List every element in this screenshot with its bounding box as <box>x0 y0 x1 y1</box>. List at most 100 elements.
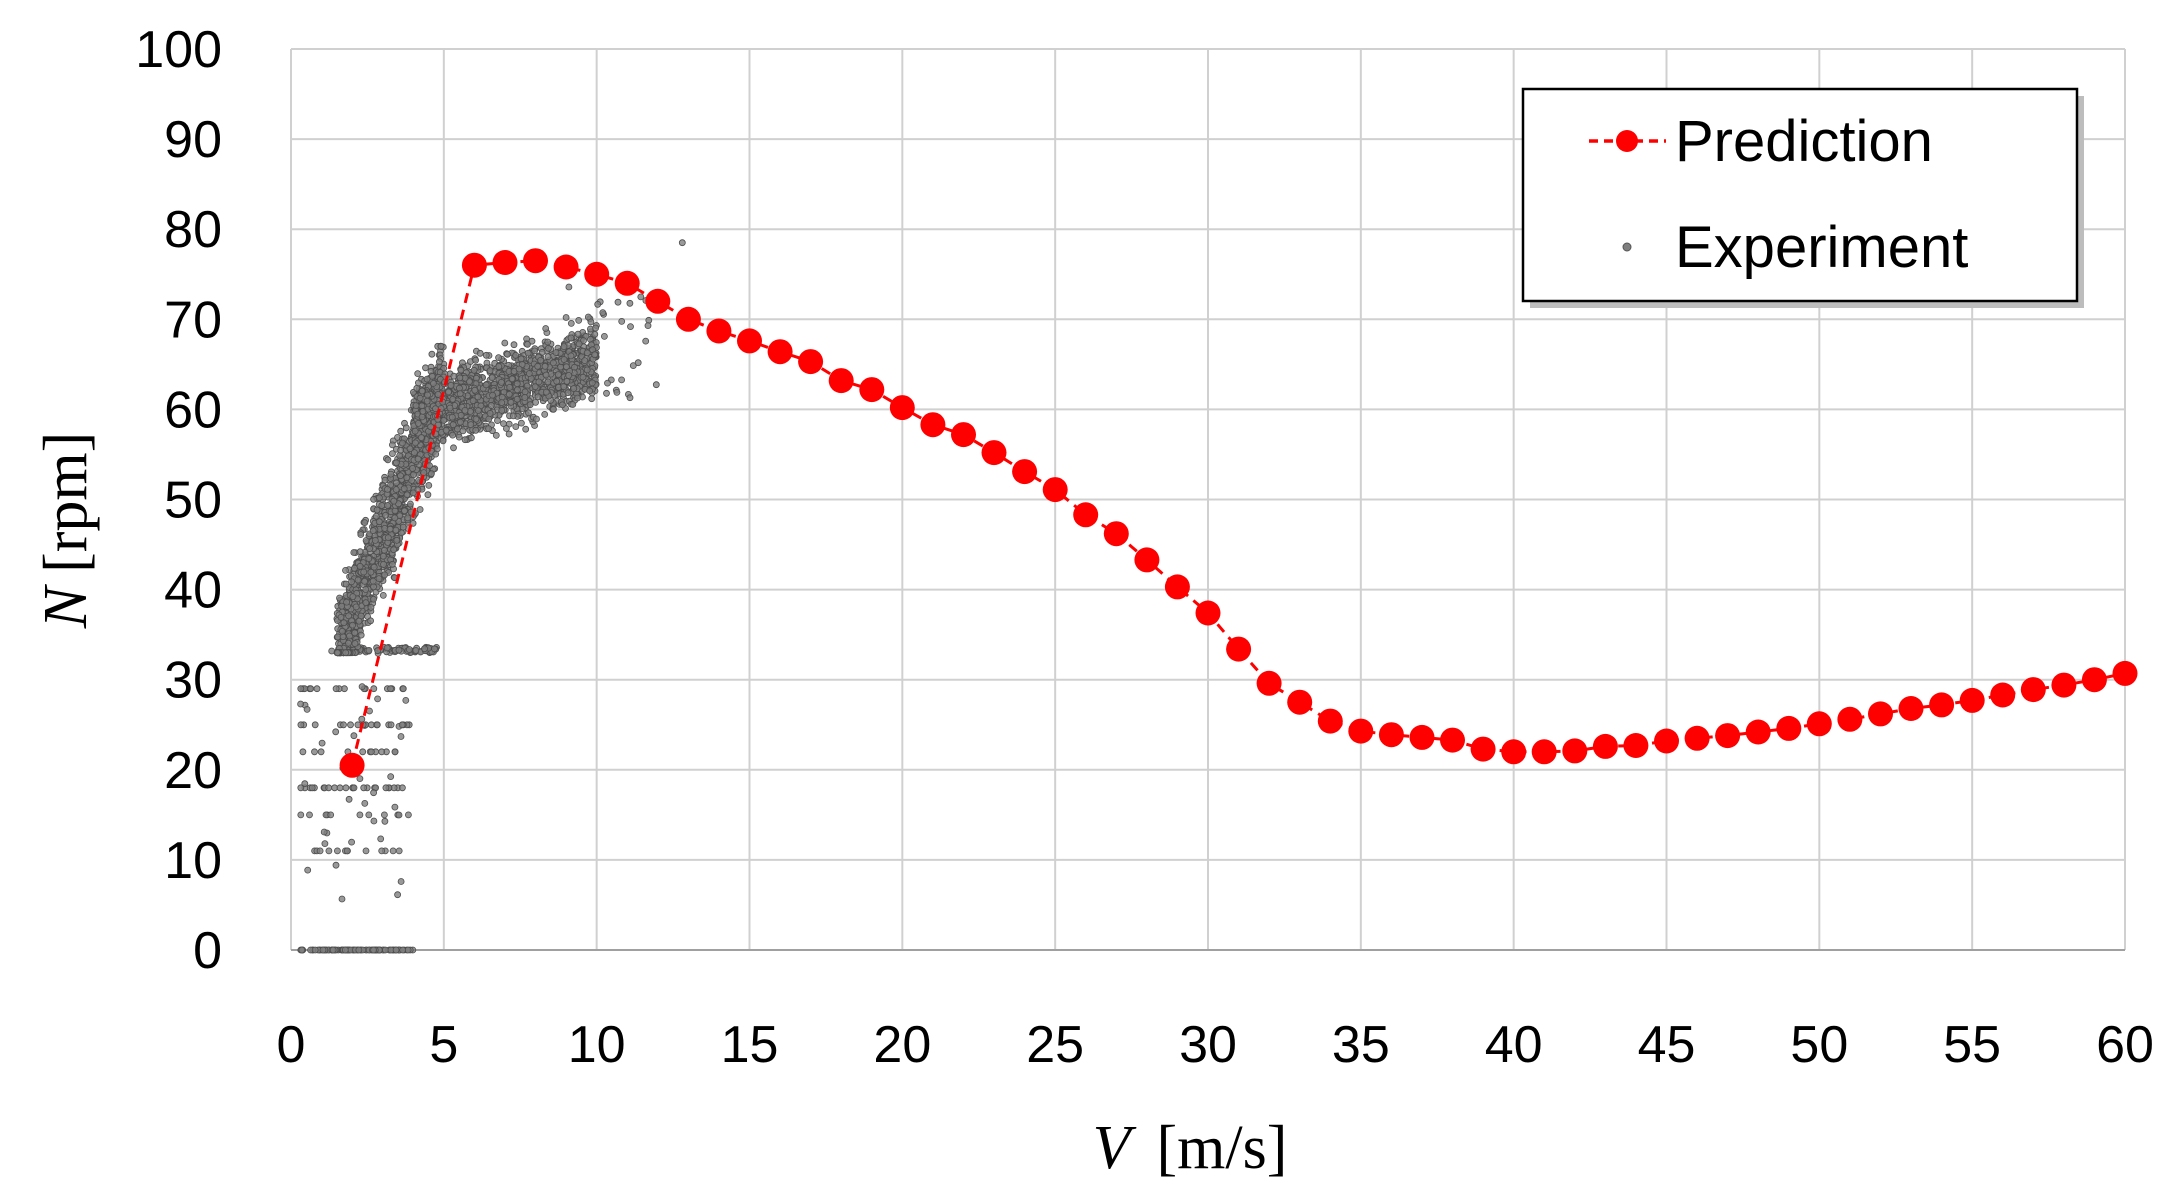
experiment-point <box>591 330 599 338</box>
experiment-point <box>618 376 625 384</box>
experiment-point <box>388 441 396 449</box>
experiment-point <box>361 578 369 585</box>
experiment-point <box>652 381 660 389</box>
experiment-point <box>400 485 408 493</box>
experiment-point <box>564 389 572 397</box>
experiment-point <box>642 337 650 345</box>
experiment-point <box>379 592 387 599</box>
y-tick-label-40: 40 <box>164 562 222 620</box>
experiment-point <box>333 847 341 855</box>
experiment-point <box>550 359 557 367</box>
prediction-point-31 <box>1226 636 1252 662</box>
experiment-point <box>411 439 419 447</box>
experiment-point <box>567 352 575 360</box>
experiment-point <box>370 595 377 603</box>
experiment-point <box>545 344 552 352</box>
legend-prediction-label: Prediction <box>1675 109 1933 174</box>
experiment-point <box>297 811 305 819</box>
experiment-point <box>445 388 452 396</box>
experiment-point <box>423 375 431 383</box>
experiment-point <box>341 946 349 954</box>
prediction-point-41 <box>1531 739 1557 765</box>
y-tick-label-60: 60 <box>164 381 222 439</box>
experiment-point <box>503 350 511 358</box>
experiment-point <box>332 685 340 693</box>
experiment-point <box>342 567 349 574</box>
experiment-point <box>342 649 350 657</box>
experiment-point <box>355 617 363 625</box>
experiment-point <box>550 405 557 413</box>
experiment-point <box>387 721 395 729</box>
prediction-point-58 <box>2051 672 2077 698</box>
experiment-point <box>356 811 364 819</box>
experiment-point <box>644 322 652 330</box>
experiment-point <box>370 946 378 954</box>
prediction-point-34 <box>1317 708 1343 734</box>
experiment-point <box>380 561 387 568</box>
y-axis-unit: [rpm] <box>32 432 100 573</box>
experiment-point <box>440 416 448 424</box>
experiment-point <box>369 527 377 534</box>
experiment-point <box>398 784 406 792</box>
x-axis-unit: [m/s] <box>1157 1114 1288 1182</box>
experiment-point <box>416 394 424 402</box>
prediction-point-51 <box>1837 706 1863 732</box>
experiment-point <box>397 878 405 885</box>
experiment-point <box>586 387 593 395</box>
experiment-point <box>346 632 353 640</box>
y-tick-label-0: 0 <box>193 922 222 980</box>
experiment-point <box>411 427 419 435</box>
experiment-point <box>297 685 305 693</box>
experiment-point <box>470 366 478 374</box>
legend-experiment-label: Experiment <box>1675 215 1968 280</box>
experiment-point <box>387 470 395 478</box>
x-tick-label-60: 60 <box>2096 1016 2154 1074</box>
experiment-point <box>565 283 573 291</box>
experiment-point <box>534 393 542 401</box>
experiment-point <box>338 895 346 903</box>
experiment-point <box>373 506 381 514</box>
experiment-point <box>370 563 378 571</box>
experiment-point <box>526 401 534 409</box>
experiment-point <box>627 323 634 331</box>
experiment-point <box>354 576 362 584</box>
experiment-point <box>544 353 552 361</box>
prediction-point-53 <box>1898 696 1924 721</box>
experiment-point <box>350 549 358 556</box>
experiment-point <box>461 436 469 444</box>
experiment-point <box>329 946 337 954</box>
legend-experiment-marker <box>1622 242 1632 252</box>
experiment-point <box>447 381 455 389</box>
experiment-point <box>359 748 367 756</box>
experiment-point <box>541 362 549 370</box>
experiment-point <box>515 365 523 373</box>
experiment-point <box>626 394 634 402</box>
experiment-point <box>432 450 440 458</box>
experiment-point <box>391 514 399 522</box>
experiment-point <box>391 803 399 811</box>
experiment-point <box>563 377 571 385</box>
experiment-point <box>599 309 607 317</box>
x-tick-labels: 0 5 10 15 20 25 30 35 40 45 50 55 60 <box>277 1016 2154 1074</box>
experiment-point <box>513 380 521 388</box>
experiment-point <box>345 795 353 803</box>
experiment-point <box>467 434 475 442</box>
experiment-point <box>584 313 592 321</box>
experiment-point <box>521 388 529 396</box>
experiment-point <box>506 383 514 391</box>
experiment-point <box>456 418 464 426</box>
experiment-point <box>562 314 570 321</box>
experiment-point <box>371 537 379 544</box>
experiment-point <box>388 560 396 568</box>
experiment-point <box>306 811 313 819</box>
experiment-point <box>449 421 457 429</box>
experiment-point <box>357 631 365 639</box>
experiment-point <box>533 415 540 423</box>
experiment-point <box>449 431 457 439</box>
prediction-point-33 <box>1287 689 1313 715</box>
prediction-point-54 <box>1929 692 1955 718</box>
experiment-point <box>345 612 353 620</box>
experiment-point <box>360 568 368 576</box>
experiment-point <box>303 706 311 713</box>
x-axis-title: V [m/s] <box>1093 1114 1288 1182</box>
